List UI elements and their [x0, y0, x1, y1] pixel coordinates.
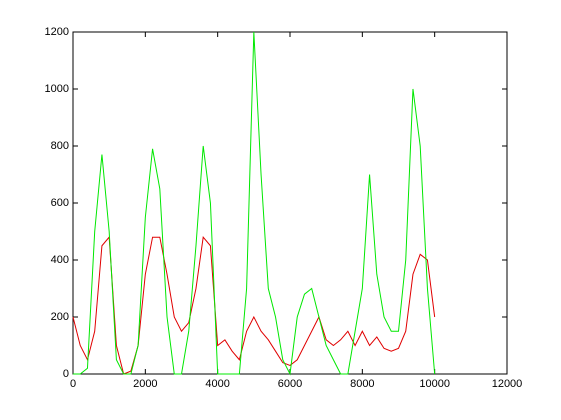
y-tick-label: 200	[51, 311, 69, 323]
x-tick-label: 8000	[350, 378, 374, 390]
y-tick-label: 600	[51, 197, 69, 209]
x-tick-label: 6000	[278, 378, 302, 390]
plot-area	[72, 31, 508, 375]
y-tick-label: 1000	[45, 83, 69, 95]
x-tick-label: 0	[70, 378, 76, 390]
data-line	[73, 31, 436, 376]
x-tick-label: 4000	[205, 378, 229, 390]
y-tick-label: 1200	[45, 26, 69, 38]
y-tick-label: 0	[63, 368, 69, 380]
y-tick-label: 400	[51, 254, 69, 266]
x-tick-label: 2000	[133, 378, 157, 390]
x-tick-label: 12000	[492, 378, 523, 390]
x-tick-label: 10000	[419, 378, 450, 390]
y-tick-label: 800	[51, 140, 69, 152]
